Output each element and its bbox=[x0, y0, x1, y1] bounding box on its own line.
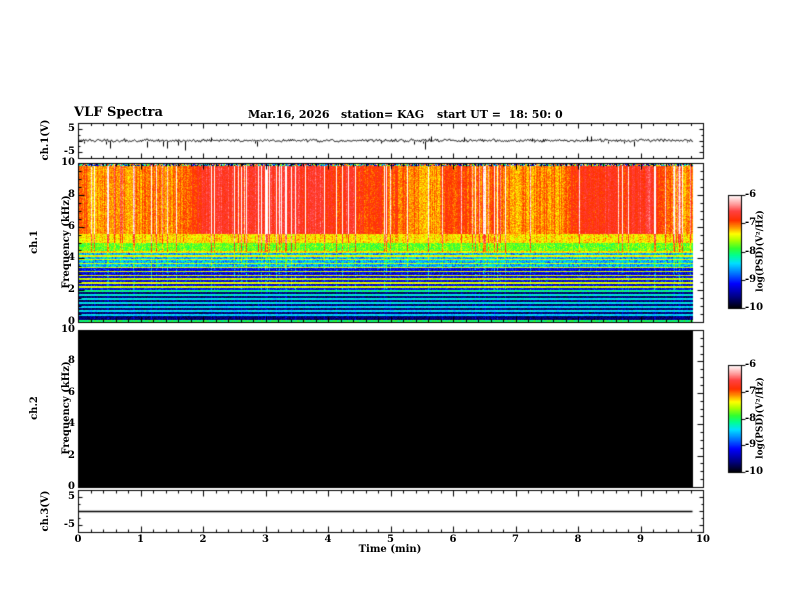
spec1-axis-label: ch.1 Frequency (kHz) bbox=[9, 195, 93, 288]
colorbar-tick-label: -7 bbox=[745, 217, 757, 228]
x-tick-label: 9 bbox=[637, 534, 644, 545]
colorbar-tick-label: -6 bbox=[745, 188, 757, 200]
colorbar-tick-label: -7 bbox=[745, 385, 757, 397]
colorbar-tick-label: -10 bbox=[745, 301, 764, 313]
time-axis-label: Time (min) bbox=[358, 544, 422, 555]
y-tick-label: 8 bbox=[68, 355, 75, 367]
x-tick-label: 1 bbox=[137, 534, 144, 545]
y-tick-label: 10 bbox=[61, 323, 75, 335]
ch3-axis-label: ch.3(V) bbox=[39, 490, 51, 532]
start-ut-label: start UT = 18: 50: 0 bbox=[437, 108, 563, 121]
y-tick-label: 4 bbox=[68, 252, 75, 264]
y-tick-label: 6 bbox=[68, 386, 75, 398]
x-tick-label: 4 bbox=[324, 534, 332, 545]
y-tick-label: 6 bbox=[68, 220, 75, 232]
spec1-axis-label-line1: ch.1 bbox=[29, 230, 40, 254]
y-tick-label: -5 bbox=[63, 145, 75, 157]
colorbar-tick-label: -8 bbox=[745, 245, 757, 257]
x-tick-label: 7 bbox=[512, 534, 519, 545]
y-tick-label: 2 bbox=[68, 283, 75, 295]
station-label: station= KAG bbox=[341, 108, 425, 121]
spec2-axis-label-line1: ch.2 bbox=[29, 396, 40, 420]
x-tick-label: 2 bbox=[199, 534, 207, 545]
y-tick-label: 0 bbox=[68, 315, 75, 327]
spec2-axis-label-line2: Frequency (kHz) bbox=[60, 361, 72, 455]
y-tick-label: 0 bbox=[68, 480, 75, 492]
colorbar-tick-label: -6 bbox=[745, 358, 757, 370]
x-tick-label: 8 bbox=[574, 534, 582, 545]
colorbar-tick-label: -8 bbox=[745, 412, 757, 424]
y-tick-label: 5 bbox=[68, 490, 75, 502]
colorbar2-label: log(PSD)(V²/Hz) bbox=[755, 377, 766, 459]
page-title: VLF Spectra bbox=[74, 105, 163, 120]
x-tick-label: 5 bbox=[387, 534, 394, 545]
y-tick-label: 5 bbox=[68, 122, 75, 134]
spec2-axis-label: ch.2 Frequency (kHz) bbox=[9, 361, 93, 454]
ch1-axis-label: ch.1(V) bbox=[39, 119, 51, 161]
y-tick-label: 2 bbox=[68, 449, 75, 461]
y-tick-label: -5 bbox=[63, 518, 75, 530]
colorbar-tick-label: -9 bbox=[745, 439, 757, 450]
y-tick-label: 4 bbox=[68, 417, 75, 429]
y-tick-label: 8 bbox=[68, 188, 75, 200]
y-tick-label: 10 bbox=[61, 156, 75, 168]
x-tick-label: 6 bbox=[449, 534, 457, 545]
colorbar-tick-label: -10 bbox=[745, 465, 764, 477]
x-tick-label: 3 bbox=[262, 534, 269, 545]
colorbar-tick-label: -9 bbox=[745, 273, 757, 285]
x-tick-label: 0 bbox=[74, 534, 82, 545]
spec1-axis-label-line2: Frequency (kHz) bbox=[60, 195, 72, 289]
date-label: Mar.16, 2026 bbox=[248, 108, 330, 121]
x-tick-label: 10 bbox=[696, 534, 710, 545]
colorbar1-label: log(PSD)(V²/Hz) bbox=[755, 210, 766, 292]
